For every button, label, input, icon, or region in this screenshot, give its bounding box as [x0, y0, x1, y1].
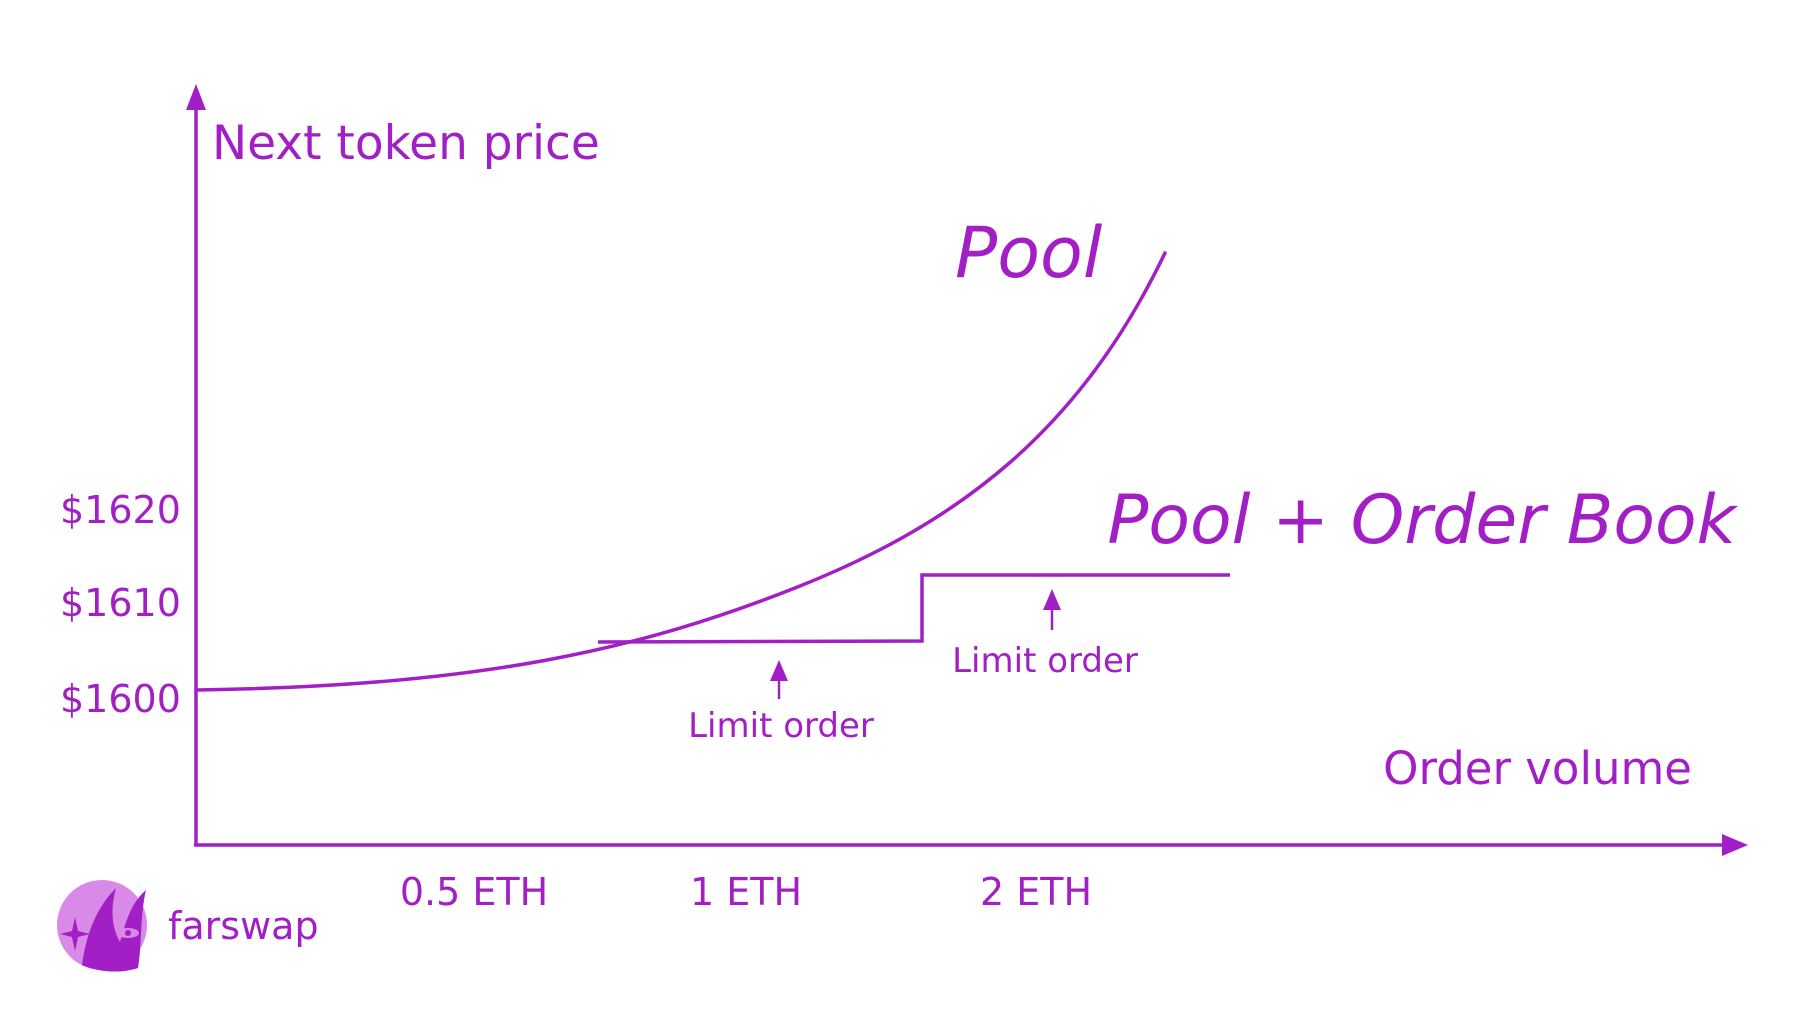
y-tick-label: $1600	[60, 677, 181, 721]
pool-plus-order-book-label: Pool + Order Book	[1107, 481, 1738, 560]
limit-order-arrow-icon	[1043, 589, 1061, 610]
x-tick-label: 0.5 ETH	[400, 870, 548, 914]
pool-label: Pool	[955, 212, 1103, 294]
pool-plus-order-book-line	[597, 573, 1230, 644]
limit-order-arrow-icon	[770, 660, 788, 681]
limit-order-label: Limit order	[688, 706, 874, 746]
farswap-logo-icon	[57, 880, 147, 972]
pool-curve	[194, 251, 1167, 692]
y-tick-label: $1620	[60, 488, 181, 532]
y-axis-label: Next token price	[212, 116, 600, 171]
x-axis-arrowhead	[1722, 834, 1748, 856]
limit-order-label: Limit order	[952, 641, 1138, 681]
y-tick-label: $1610	[60, 581, 181, 625]
y-axis-arrowhead	[186, 84, 206, 110]
x-tick-label: 1 ETH	[690, 870, 802, 914]
brand-name: farswap	[168, 904, 319, 948]
x-axis-label: Order volume	[1383, 742, 1692, 795]
x-tick-label: 2 ETH	[980, 870, 1092, 914]
